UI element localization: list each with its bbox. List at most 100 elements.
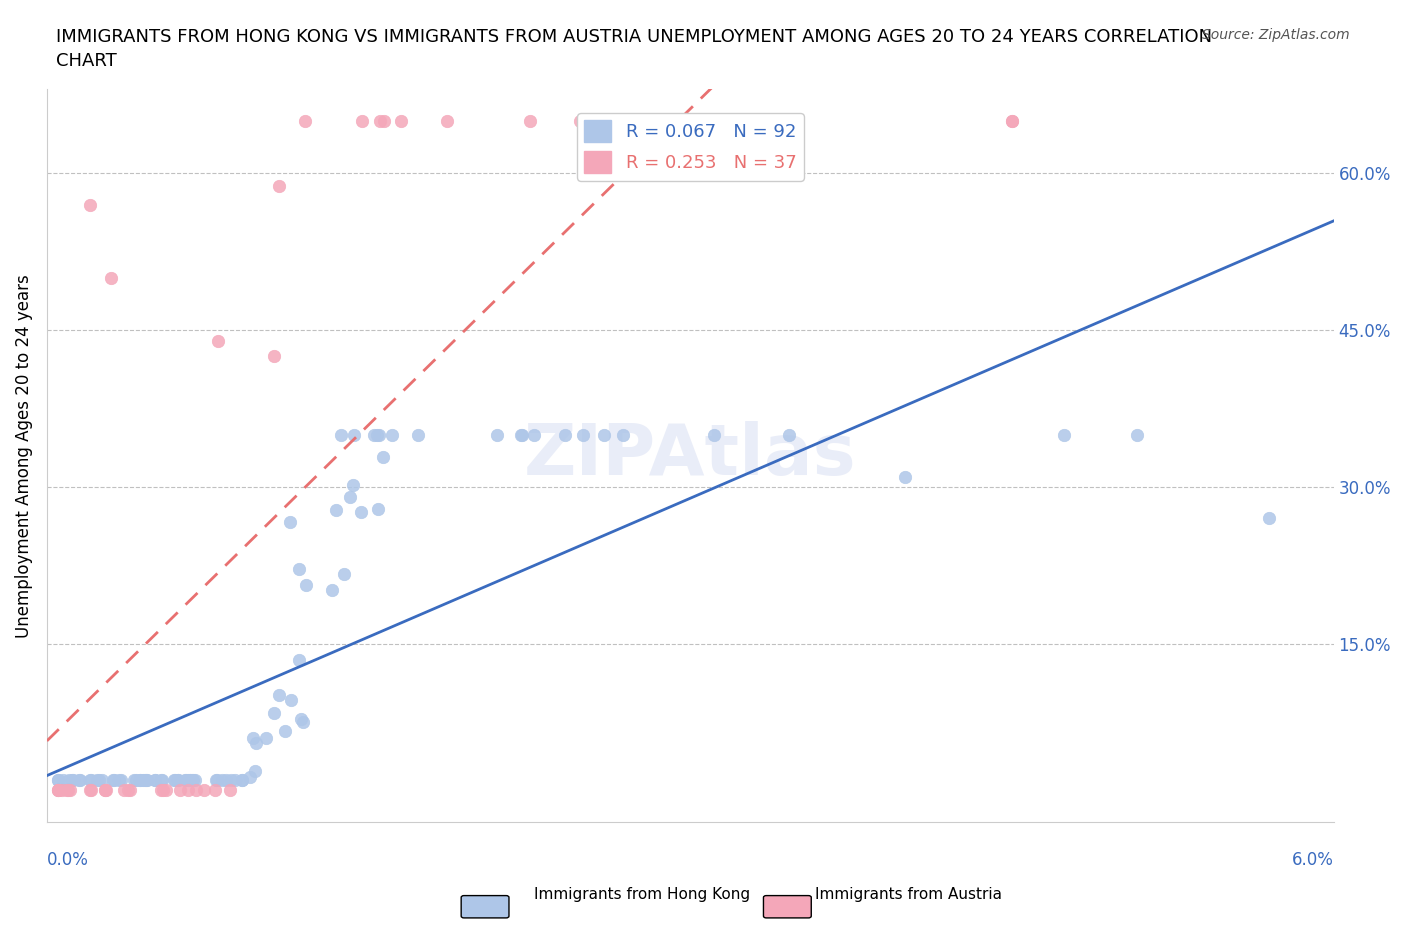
Point: [100, 271, 122, 286]
Point: [1001, 113, 1024, 128]
Point: [367, 501, 389, 516]
Point: [181, 773, 204, 788]
Point: [325, 503, 347, 518]
Text: ZIPAtlas: ZIPAtlas: [524, 421, 856, 490]
Point: [152, 783, 174, 798]
Point: [179, 773, 201, 788]
Point: [366, 427, 388, 442]
Point: [267, 179, 290, 193]
Point: [110, 773, 132, 788]
Point: [143, 773, 166, 788]
Text: Source: ZipAtlas.com: Source: ZipAtlas.com: [1202, 28, 1350, 42]
Point: [893, 469, 915, 484]
Point: [231, 773, 253, 788]
Point: [215, 773, 238, 788]
Point: [510, 427, 533, 442]
Point: [342, 478, 364, 493]
Point: [152, 773, 174, 788]
Point: [368, 113, 391, 128]
Point: [136, 773, 159, 788]
Point: [263, 706, 285, 721]
Point: [103, 773, 125, 788]
Point: [60, 773, 83, 788]
Point: [287, 653, 309, 668]
Y-axis label: Unemployment Among Ages 20 to 24 years: Unemployment Among Ages 20 to 24 years: [15, 273, 32, 637]
Point: [231, 773, 253, 788]
Point: [612, 427, 634, 442]
Point: [46, 773, 69, 788]
Point: [186, 783, 208, 798]
Point: [79, 197, 101, 212]
Point: [80, 773, 103, 788]
Point: [1001, 113, 1024, 128]
Point: [58, 783, 80, 798]
Point: [273, 724, 295, 738]
Text: 0.0%: 0.0%: [46, 851, 89, 870]
Point: [350, 505, 373, 520]
Point: [46, 783, 69, 798]
Point: [56, 783, 79, 798]
Point: [288, 562, 311, 577]
Point: [321, 582, 343, 597]
Point: [48, 773, 70, 788]
Point: [1258, 511, 1281, 525]
Point: [703, 427, 725, 442]
Point: [350, 113, 373, 128]
Point: [263, 348, 285, 363]
Point: [1126, 427, 1149, 442]
Point: [280, 692, 302, 707]
Point: [1386, 427, 1406, 442]
Point: [80, 783, 103, 798]
Point: [406, 427, 429, 442]
Point: [132, 773, 155, 788]
Point: [519, 113, 541, 128]
Point: [330, 427, 353, 442]
Point: [79, 783, 101, 798]
Point: [163, 773, 186, 788]
Point: [163, 773, 186, 788]
Text: IMMIGRANTS FROM HONG KONG VS IMMIGRANTS FROM AUSTRIA UNEMPLOYMENT AMONG AGES 20 : IMMIGRANTS FROM HONG KONG VS IMMIGRANTS …: [56, 28, 1212, 70]
Text: 6.0%: 6.0%: [1292, 851, 1334, 870]
Point: [381, 427, 404, 442]
Point: [59, 783, 82, 798]
Point: [166, 773, 188, 788]
Point: [166, 773, 188, 788]
Point: [179, 773, 201, 788]
Point: [339, 490, 361, 505]
Text: Immigrants from Hong Kong: Immigrants from Hong Kong: [534, 887, 751, 902]
Point: [218, 783, 240, 798]
Point: [46, 783, 69, 798]
Point: [1053, 427, 1076, 442]
Point: [101, 773, 124, 788]
Point: [486, 427, 509, 442]
Point: [129, 773, 152, 788]
Point: [169, 783, 191, 798]
Point: [184, 773, 207, 788]
Point: [224, 773, 246, 788]
Point: [278, 514, 301, 529]
Point: [79, 773, 101, 788]
Point: [363, 427, 385, 442]
Point: [87, 773, 110, 788]
Point: [67, 773, 90, 788]
Point: [295, 578, 318, 592]
Point: [118, 783, 141, 798]
Point: [125, 773, 148, 788]
Point: [294, 113, 316, 128]
Point: [211, 773, 233, 788]
Point: [58, 773, 80, 788]
Point: [117, 783, 139, 798]
Point: [254, 730, 277, 745]
Point: [593, 427, 616, 442]
Point: [367, 427, 389, 442]
Point: [86, 773, 108, 788]
Point: [510, 427, 533, 442]
Point: [149, 773, 172, 788]
Point: [176, 783, 198, 798]
Point: [193, 783, 215, 798]
Point: [122, 773, 145, 788]
Point: [242, 730, 264, 745]
Point: [239, 769, 262, 784]
Point: [343, 427, 366, 442]
Point: [371, 450, 394, 465]
